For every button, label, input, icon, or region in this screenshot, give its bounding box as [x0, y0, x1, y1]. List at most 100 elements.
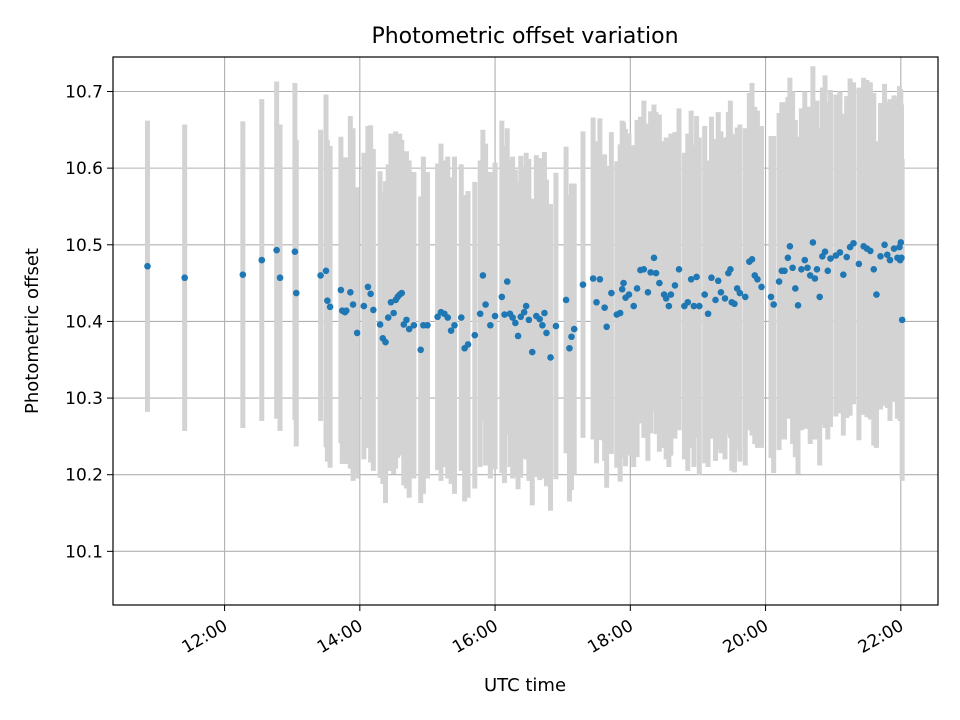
- data-point: [367, 290, 374, 298]
- data-point: [647, 269, 654, 276]
- data-point: [360, 302, 368, 310]
- data-point: [539, 321, 546, 329]
- data-point: [731, 300, 738, 308]
- data-point: [520, 308, 528, 316]
- data-point: [349, 301, 357, 308]
- data-point: [704, 310, 712, 318]
- data-point: [801, 256, 809, 264]
- data-point: [239, 271, 247, 278]
- data-point: [491, 312, 499, 320]
- data-point: [471, 331, 479, 339]
- data-point: [736, 289, 744, 297]
- data-point: [570, 325, 578, 333]
- data-point: [514, 332, 522, 340]
- data-point: [754, 275, 761, 283]
- data-point: [836, 249, 844, 256]
- data-point: [457, 314, 465, 321]
- data-point: [501, 311, 508, 318]
- data-point: [390, 309, 397, 317]
- data-point: [789, 264, 796, 272]
- data-point: [741, 293, 749, 301]
- data-point: [384, 314, 392, 321]
- data-point: [809, 239, 817, 246]
- data-point: [883, 251, 891, 259]
- data-point: [364, 283, 372, 291]
- data-point: [512, 319, 519, 327]
- data-point: [721, 295, 729, 302]
- x-axis-label: UTC time: [484, 675, 566, 696]
- data-point: [620, 279, 627, 287]
- data-point: [684, 298, 692, 306]
- data-point: [792, 285, 799, 292]
- data-point: [667, 291, 675, 298]
- data-point: [342, 307, 350, 314]
- data-point: [840, 271, 847, 278]
- data-point: [596, 275, 604, 283]
- data-point: [603, 323, 610, 331]
- data-point: [886, 256, 894, 264]
- data-point: [816, 293, 823, 301]
- data-point: [376, 321, 384, 328]
- data-point: [870, 266, 878, 273]
- y-tick-label: 10.7: [65, 82, 103, 102]
- data-point: [770, 301, 777, 308]
- data-point: [821, 248, 829, 255]
- data-point: [786, 243, 794, 250]
- data-point: [625, 291, 633, 298]
- y-axis-label: Photometric offset: [22, 248, 43, 414]
- data-point: [850, 239, 857, 247]
- y-tick-label: 10.5: [65, 236, 103, 256]
- data-points: [144, 239, 906, 361]
- data-point: [370, 306, 377, 314]
- data-point: [566, 344, 573, 352]
- data-point: [650, 254, 658, 262]
- data-point: [291, 248, 299, 255]
- data-point: [536, 315, 544, 323]
- y-axis-ticks: 10.1 10.2 10.3 10.4 10.5 10.6 10.7: [65, 82, 113, 562]
- data-point: [326, 303, 334, 311]
- data-point: [273, 246, 280, 254]
- data-point: [701, 291, 709, 298]
- data-point: [444, 314, 452, 321]
- data-point: [562, 296, 570, 304]
- data-point: [748, 256, 756, 263]
- data-point: [276, 274, 284, 282]
- data-point: [579, 281, 587, 288]
- data-point: [656, 279, 663, 287]
- data-point: [758, 283, 765, 291]
- data-point: [727, 266, 734, 273]
- data-point: [601, 304, 608, 311]
- data-point: [434, 313, 441, 321]
- data-point: [690, 302, 698, 310]
- data-point: [695, 302, 703, 310]
- data-point: [855, 260, 863, 268]
- data-point: [525, 316, 533, 324]
- data-point: [353, 329, 361, 337]
- data-point: [317, 272, 324, 279]
- data-point: [843, 253, 851, 261]
- data-point: [714, 277, 722, 285]
- data-point: [693, 273, 700, 281]
- data-point: [652, 269, 660, 277]
- data-point: [775, 278, 783, 285]
- data-point: [806, 272, 814, 279]
- data-point: [517, 313, 525, 321]
- data-point: [813, 266, 821, 273]
- data-point: [568, 333, 575, 341]
- data-point: [897, 239, 905, 246]
- data-point: [898, 254, 905, 262]
- data-point: [898, 316, 906, 324]
- data-point: [811, 275, 819, 282]
- data-point: [509, 314, 516, 321]
- data-point: [451, 321, 458, 329]
- data-point: [589, 275, 597, 282]
- data-point: [447, 327, 455, 334]
- data-point: [337, 286, 345, 294]
- data-point: [382, 338, 389, 346]
- plot-frame: [112, 56, 939, 606]
- data-point: [867, 247, 874, 255]
- data-point: [464, 341, 472, 348]
- data-point: [398, 289, 406, 297]
- data-point: [873, 291, 880, 298]
